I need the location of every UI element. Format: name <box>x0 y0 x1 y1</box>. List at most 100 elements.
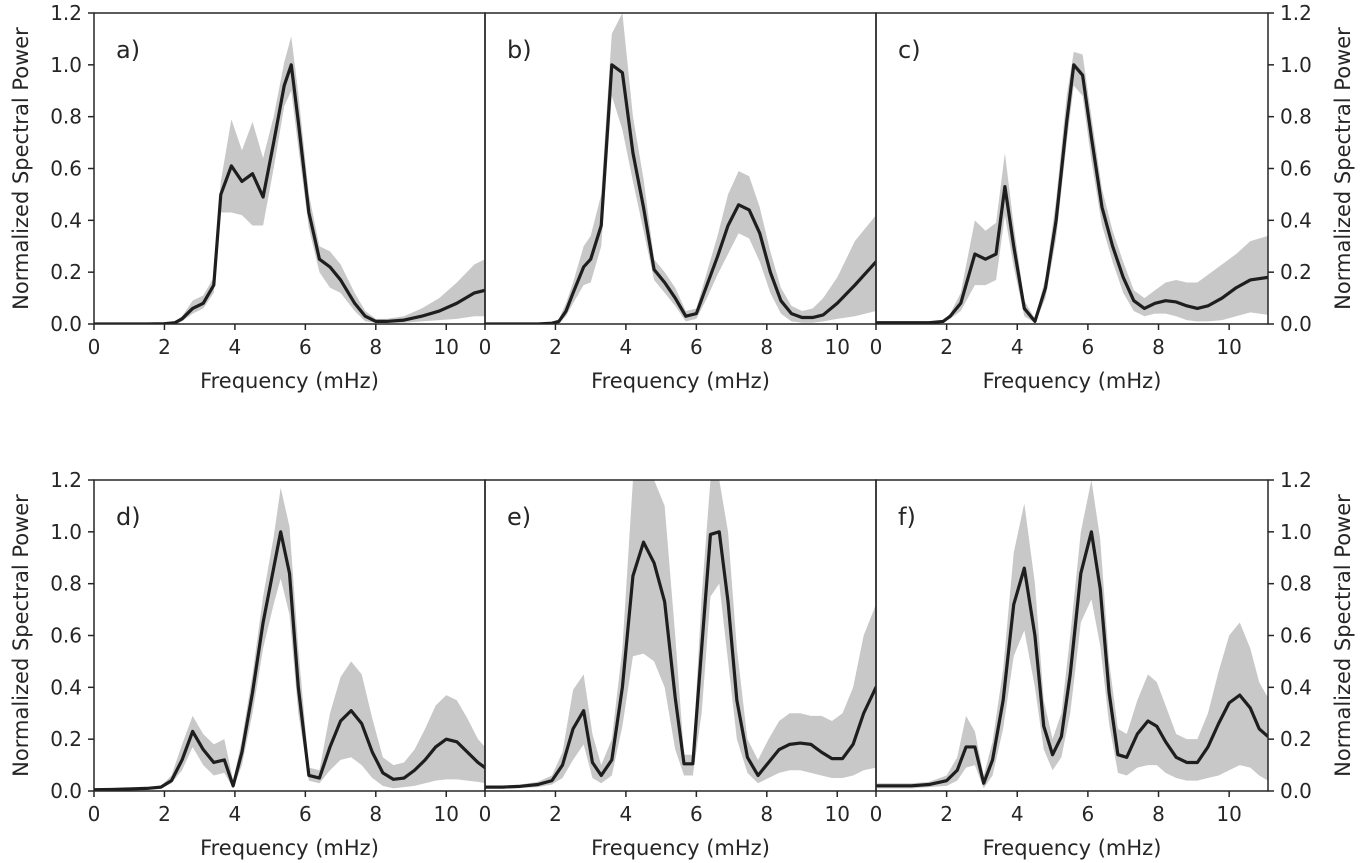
x-tick-label: 2 <box>549 335 562 359</box>
y-tick-label: 0.2 <box>1280 727 1312 751</box>
mean-line <box>94 530 485 791</box>
y-tick-label: 1.0 <box>50 53 82 77</box>
y-tick-label: 0.6 <box>50 157 82 181</box>
plot-area <box>94 487 485 791</box>
spread-band <box>876 480 1268 789</box>
panel-label: b) <box>507 36 532 64</box>
x-tick-label: 2 <box>158 335 171 359</box>
x-tick-label: 4 <box>1011 335 1024 359</box>
x-tick-label: 0 <box>88 335 101 359</box>
panel-b: 0 2 4 6 8 10 Frequency (mHz) b) <box>479 12 877 393</box>
panel-f: 0 2 4 6 8 10 Frequency (mHz) 0.0 0.2 0.4 0.6 0.8 1.0… <box>870 468 1355 860</box>
y-tick-label: 0.6 <box>1280 157 1312 181</box>
y-tick-label: 0.8 <box>50 572 82 596</box>
panel-label: f) <box>898 503 916 531</box>
x-tick-label: 6 <box>690 335 703 359</box>
x-tick-label: 8 <box>760 802 773 826</box>
x-tick-label: 8 <box>369 335 382 359</box>
x-tick-label: 4 <box>1011 802 1024 826</box>
panel-label: d) <box>116 503 141 531</box>
x-tick-label: 4 <box>229 335 242 359</box>
panel-e: 0 2 4 6 8 10 Frequency (mHz) e) <box>479 479 877 860</box>
x-axis-label: Frequency (mHz) <box>591 836 770 860</box>
x-tick-label: 10 <box>1216 802 1241 826</box>
y-tick-label: 1.2 <box>50 1 82 25</box>
mean-line <box>94 63 485 324</box>
y-tick-label: 0.8 <box>1280 105 1312 129</box>
y-tick-label: 0.4 <box>50 208 82 232</box>
y-tick-label: 0.8 <box>50 105 82 129</box>
y-tick-label: 0.8 <box>1280 572 1312 596</box>
y-tick-label: 1.2 <box>1280 468 1312 492</box>
x-axis-label: Frequency (mHz) <box>591 369 770 393</box>
y-tick-label: 0.2 <box>50 260 82 284</box>
y-tick-label: 1.0 <box>50 520 82 544</box>
x-tick-label: 10 <box>434 335 459 359</box>
y-tick-label: 0.2 <box>50 727 82 751</box>
plot-area <box>485 13 876 324</box>
x-axis-label: Frequency (mHz) <box>200 369 379 393</box>
x-tick-label: 4 <box>229 802 242 826</box>
x-tick-label: 8 <box>1152 335 1165 359</box>
x-tick-label: 6 <box>1082 335 1095 359</box>
y-tick-label: 1.0 <box>1280 520 1312 544</box>
panel-d: 0 2 4 6 8 10 Frequency (mHz) 0.0 0.2 0.4 0.6 0.8 1.0… <box>9 468 486 860</box>
plot-area <box>94 36 485 324</box>
y-tick-label: 0.4 <box>50 675 82 699</box>
mean-line <box>876 63 1268 324</box>
x-tick-label: 4 <box>620 802 633 826</box>
y-tick-label: 0.0 <box>1280 779 1312 803</box>
y-axis-label: Normalized Spectral Power <box>1331 27 1355 310</box>
panel-c: 0 2 4 6 8 10 Frequency (mHz) 0.0 0.2 0.4 0.6 0.8 1.0… <box>870 1 1355 393</box>
panel-label: e) <box>507 503 531 531</box>
panel-label: a) <box>116 36 140 64</box>
x-tick-label: 0 <box>479 802 492 826</box>
x-tick-label: 2 <box>549 802 562 826</box>
y-tick-label: 0.2 <box>1280 260 1312 284</box>
x-axis-label: Frequency (mHz) <box>983 836 1162 860</box>
plot-area <box>876 480 1268 789</box>
x-tick-label: 6 <box>299 335 312 359</box>
y-tick-label: 0.0 <box>50 312 82 336</box>
x-tick-label: 2 <box>940 335 953 359</box>
x-tick-label: 10 <box>1216 335 1241 359</box>
y-tick-label: 0.0 <box>50 779 82 803</box>
y-axis-label: Normalized Spectral Power <box>1331 494 1355 777</box>
x-tick-label: 0 <box>870 802 883 826</box>
spread-band <box>485 13 876 324</box>
x-tick-label: 0 <box>870 335 883 359</box>
y-tick-label: 0.4 <box>1280 208 1312 232</box>
x-tick-label: 6 <box>690 802 703 826</box>
y-tick-label: 0.6 <box>50 624 82 648</box>
plot-area <box>876 51 1268 324</box>
x-tick-label: 6 <box>1082 802 1095 826</box>
y-tick-label: 1.2 <box>50 468 82 492</box>
axes-frame <box>484 12 877 325</box>
mean-line <box>485 63 876 324</box>
x-tick-label: 2 <box>940 802 953 826</box>
x-tick-label: 8 <box>369 802 382 826</box>
y-tick-label: 1.2 <box>1280 1 1312 25</box>
y-tick-label: 1.0 <box>1280 53 1312 77</box>
x-tick-label: 2 <box>158 802 171 826</box>
x-tick-label: 10 <box>825 335 850 359</box>
x-tick-label: 0 <box>479 335 492 359</box>
panel-label: c) <box>898 36 921 64</box>
x-tick-label: 4 <box>620 335 633 359</box>
x-tick-label: 6 <box>299 802 312 826</box>
x-tick-label: 10 <box>434 802 459 826</box>
plot-area <box>485 480 876 789</box>
y-axis-label: Normalized Spectral Power <box>9 494 33 777</box>
x-axis-label: Frequency (mHz) <box>200 836 379 860</box>
x-tick-label: 0 <box>88 802 101 826</box>
x-tick-label: 10 <box>825 802 850 826</box>
x-tick-label: 8 <box>760 335 773 359</box>
x-axis-label: Frequency (mHz) <box>983 369 1162 393</box>
y-tick-label: 0.0 <box>1280 312 1312 336</box>
spread-band <box>94 487 485 790</box>
panel-a: 0 2 4 6 8 10 Frequency (mHz) 0.0 0.2 0.4 0.6 0.8 1.0… <box>9 1 486 393</box>
y-tick-label: 0.6 <box>1280 624 1312 648</box>
mean-line <box>876 530 1268 788</box>
y-tick-label: 0.4 <box>1280 675 1312 699</box>
